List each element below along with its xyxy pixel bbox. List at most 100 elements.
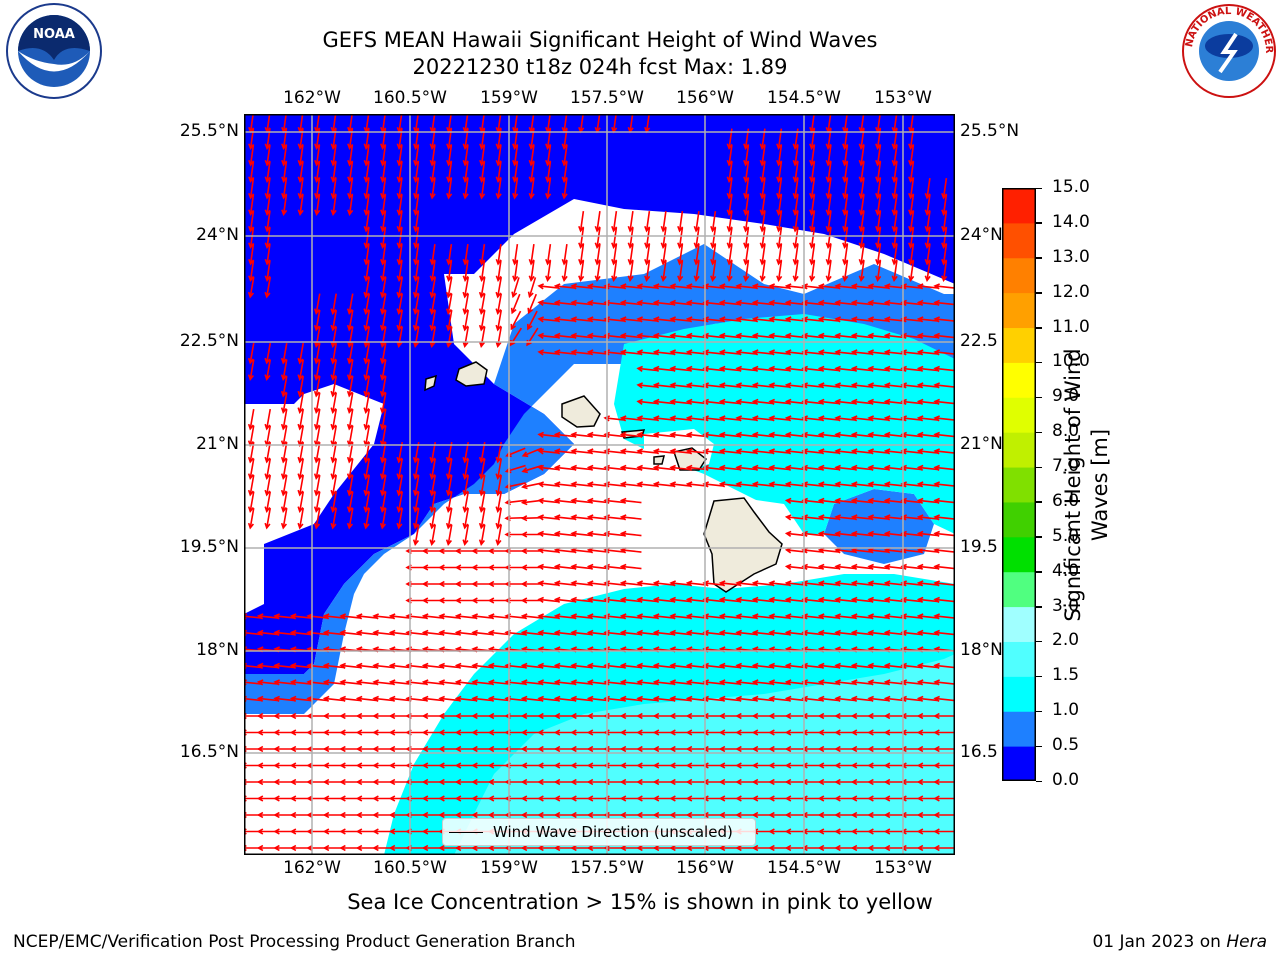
wind-wave-arrow bbox=[883, 530, 906, 537]
wind-wave-arrow bbox=[313, 359, 321, 381]
colorbar-tick-mark bbox=[1036, 327, 1042, 329]
wind-wave-arrow bbox=[429, 177, 436, 200]
wind-wave-arrow bbox=[850, 332, 873, 339]
wind-wave-arrow bbox=[900, 563, 923, 570]
wind-wave-arrow bbox=[867, 349, 890, 356]
wind-wave-arrow bbox=[537, 316, 560, 323]
wind-wave-arrow bbox=[330, 409, 338, 431]
noaa-logo: NOAA bbox=[6, 3, 102, 99]
wind-wave-arrow bbox=[817, 679, 840, 686]
wind-wave-arrow bbox=[751, 695, 774, 702]
lat-right-label: 25.5°N bbox=[960, 121, 1020, 141]
wind-wave-arrow bbox=[867, 415, 890, 422]
wind-wave-arrow bbox=[916, 679, 939, 686]
wind-wave-arrow bbox=[842, 260, 849, 283]
wind-wave-arrow bbox=[900, 580, 923, 587]
lon-bottom-label: 159°W bbox=[480, 858, 538, 878]
wind-wave-arrow bbox=[743, 260, 750, 283]
wind-wave-arrow bbox=[297, 475, 305, 497]
wind-wave-arrow bbox=[438, 662, 461, 669]
wind-wave-arrow bbox=[768, 398, 791, 405]
wind-wave-arrow bbox=[784, 481, 807, 488]
wind-wave-arrow bbox=[363, 277, 371, 299]
wind-wave-arrow bbox=[454, 629, 477, 636]
wind-wave-arrow bbox=[478, 458, 486, 480]
wind-wave-arrow bbox=[537, 596, 560, 603]
wind-wave-arrow bbox=[429, 524, 437, 546]
wind-wave-arrow bbox=[586, 662, 609, 669]
wind-wave-arrow bbox=[330, 376, 338, 398]
wind-wave-arrow bbox=[933, 795, 955, 802]
wind-wave-arrow bbox=[801, 349, 824, 356]
wind-wave-arrow bbox=[511, 277, 520, 299]
lon-top-label: 159°W bbox=[480, 88, 538, 108]
wind-wave-arrow bbox=[570, 679, 593, 686]
wind-wave-arrow bbox=[636, 415, 659, 422]
wind-wave-arrow bbox=[735, 662, 758, 669]
wind-wave-arrow bbox=[801, 563, 824, 570]
wind-wave-arrow bbox=[735, 695, 758, 702]
wind-wave-arrow bbox=[933, 382, 955, 389]
wind-wave-arrow bbox=[900, 382, 923, 389]
wind-wave-arrow bbox=[718, 481, 741, 488]
wind-wave-arrow bbox=[883, 332, 906, 339]
wind-wave-arrow bbox=[429, 277, 437, 299]
wind-wave-arrow bbox=[346, 392, 354, 414]
wind-wave-arrow bbox=[280, 359, 288, 381]
wind-wave-arrow bbox=[900, 695, 923, 702]
wind-wave-arrow bbox=[438, 695, 461, 702]
wind-wave-arrow bbox=[520, 613, 543, 620]
wind-wave-arrow bbox=[603, 662, 626, 669]
wind-wave-arrow bbox=[652, 349, 675, 356]
wind-wave-arrow bbox=[478, 508, 486, 530]
wind-wave-arrow bbox=[933, 596, 955, 603]
colorbar-tick-label: 1.0 bbox=[1052, 700, 1080, 721]
wind-wave-arrow bbox=[379, 475, 387, 497]
wind-wave-arrow bbox=[346, 359, 354, 381]
wind-wave-direction-arrows bbox=[244, 114, 955, 852]
wind-wave-arrow bbox=[652, 332, 675, 339]
colorbar-tick-label: 15.0 bbox=[1052, 177, 1090, 197]
lon-bottom-label: 162°W bbox=[283, 858, 341, 878]
wind-wave-arrow bbox=[454, 695, 477, 702]
lon-top-label: 156°W bbox=[676, 88, 734, 108]
colorbar-segment bbox=[1002, 467, 1036, 503]
wind-wave-arrow bbox=[817, 299, 840, 306]
wind-wave-arrow bbox=[264, 458, 272, 480]
wind-wave-arrow bbox=[900, 398, 923, 405]
wind-wave-arrow bbox=[850, 580, 873, 587]
wind-wave-arrow bbox=[471, 662, 494, 669]
wind-wave-arrow bbox=[412, 475, 420, 497]
wind-wave-arrow bbox=[313, 392, 321, 414]
wind-wave-arrow bbox=[784, 365, 807, 372]
wind-wave-arrow bbox=[487, 629, 510, 636]
wind-wave-arrow bbox=[718, 316, 741, 323]
wind-wave-arrow bbox=[619, 629, 642, 636]
wind-wave-arrow bbox=[537, 349, 560, 356]
wind-wave-arrow bbox=[313, 508, 321, 530]
wind-wave-arrow bbox=[867, 629, 890, 636]
wind-wave-arrow bbox=[883, 679, 906, 686]
wind-wave-arrow bbox=[784, 530, 807, 537]
wind-wave-arrow bbox=[916, 365, 939, 372]
wind-wave-arrow bbox=[702, 695, 725, 702]
wind-wave-arrow bbox=[834, 662, 857, 669]
wind-wave-arrow bbox=[834, 563, 857, 570]
wind-wave-arrow bbox=[636, 283, 659, 290]
wind-wave-arrow bbox=[454, 613, 477, 620]
wind-wave-arrow bbox=[751, 349, 774, 356]
wind-wave-arrow bbox=[421, 662, 444, 669]
wind-wave-arrow bbox=[850, 679, 873, 686]
colorbar-segment bbox=[1002, 188, 1036, 224]
wind-wave-arrow bbox=[619, 299, 642, 306]
wind-wave-arrow bbox=[817, 448, 840, 455]
wind-wave-arrow bbox=[273, 629, 296, 636]
plot-title: GEFS MEAN Hawaii Significant Height of W… bbox=[322, 28, 878, 52]
wind-wave-arrow bbox=[669, 613, 692, 620]
wind-wave-arrow bbox=[801, 316, 824, 323]
wind-wave-arrow bbox=[346, 409, 354, 431]
lat-left-label: 18°N bbox=[196, 640, 239, 660]
wind-wave-arrow bbox=[363, 343, 371, 365]
wind-wave-arrow bbox=[363, 508, 371, 530]
wind-wave-arrow bbox=[462, 310, 470, 332]
